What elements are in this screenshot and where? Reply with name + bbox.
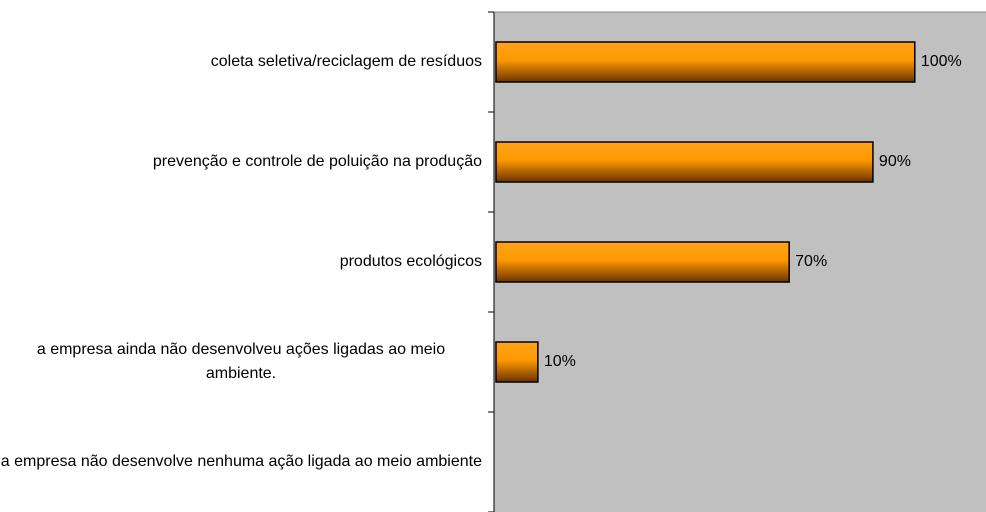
y-tick-label-box: produtos ecológicos (0, 212, 482, 312)
data-label: 70% (795, 253, 827, 270)
bar (495, 141, 874, 183)
y-tick-label: prevenção e controle de poluição na prod… (152, 153, 482, 170)
data-label: 90% (879, 153, 911, 170)
y-tick-label: a empresa não desenvolve nenhuma ação li… (0, 453, 482, 470)
y-tick-label-box: prevenção e controle de poluição na prod… (0, 112, 482, 212)
data-label: 100% (921, 53, 962, 70)
bar (495, 241, 790, 283)
data-label: 10% (544, 353, 576, 370)
bar (495, 41, 916, 83)
y-tick-label: a empresa ainda não desenvolveu ações li… (36, 341, 446, 382)
bar (495, 341, 539, 383)
y-tick-label-box: coleta seletiva/reciclagem de resíduos (0, 12, 482, 112)
y-tick-label: produtos ecológicos (339, 253, 482, 270)
y-tick-label-box: a empresa não desenvolve nenhuma ação li… (0, 412, 482, 512)
y-tick-label-box: a empresa ainda não desenvolveu ações li… (0, 312, 482, 412)
y-tick-label: coleta seletiva/reciclagem de resíduos (210, 53, 482, 70)
